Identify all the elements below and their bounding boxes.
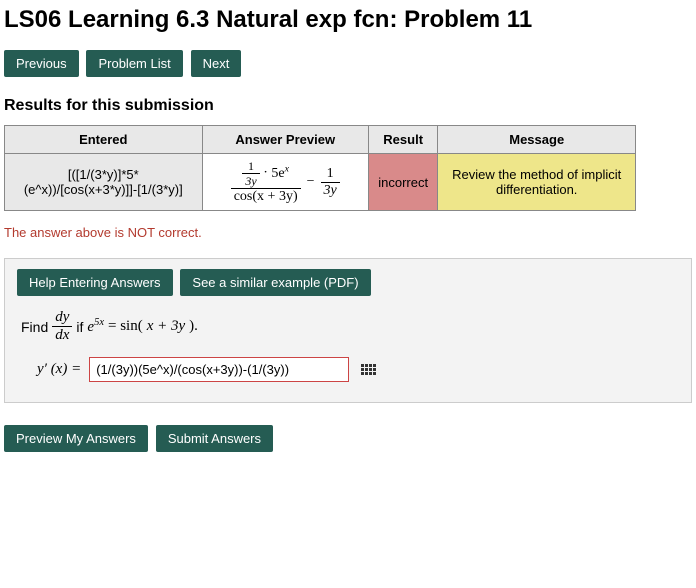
similar-example-button[interactable]: See a similar example (PDF) [180, 269, 370, 296]
table-row: [([1/(3*y)]*5* (e^x))/[cos(x+3*y)]]-[1/(… [5, 154, 636, 211]
preview-right-frac: 1 3y [321, 167, 340, 198]
if-word: if [76, 319, 83, 335]
not-correct-text: The answer above is NOT correct. [4, 225, 692, 240]
results-table: Entered Answer Preview Result Message [(… [4, 125, 636, 211]
preview-answers-button[interactable]: Preview My Answers [4, 425, 148, 452]
problem-list-button[interactable]: Problem List [86, 50, 182, 77]
help-entering-button[interactable]: Help Entering Answers [17, 269, 173, 296]
equation-editor-icon[interactable] [357, 360, 380, 379]
lhs: e5x [87, 317, 104, 336]
entered-line1: [([1/(3*y)]*5* [68, 167, 139, 182]
col-entered: Entered [5, 126, 203, 154]
yprime-label: y′ (x) = [37, 361, 81, 378]
next-button[interactable]: Next [191, 50, 242, 77]
entered-cell: [([1/(3*y)]*5* (e^x))/[cos(x+3*y)]]-[1/(… [5, 154, 203, 211]
col-preview: Answer Preview [202, 126, 368, 154]
rhs-close: ). [189, 318, 198, 335]
eq-sin: = sin( [108, 318, 143, 335]
preview-small-num: 1 [242, 160, 259, 173]
minus-sign: − [307, 174, 315, 190]
results-heading: Results for this submission [4, 97, 692, 115]
problem-box: Help Entering Answers See a similar exam… [4, 258, 692, 403]
preview-5e: 5ex [271, 166, 289, 181]
preview-cell: 1 3y · 5ex cos(x + 3y) − 1 3y [202, 154, 368, 211]
dy-dx-frac: dy dx [52, 310, 72, 343]
col-result: Result [368, 126, 438, 154]
entered-line2: (e^x))/[cos(x+3*y)]]-[1/(3*y)] [24, 182, 183, 197]
preview-small-den: 3y [242, 173, 259, 187]
answer-row: y′ (x) = [37, 357, 679, 382]
preview-r-num: 1 [321, 167, 340, 182]
problem-statement: Find dy dx if e5x = sin(x + 3y). [21, 310, 679, 343]
nav-buttons: Previous Problem List Next [4, 50, 692, 77]
bottom-buttons: Preview My Answers Submit Answers [4, 425, 692, 452]
message-cell: Review the method of implicit differenti… [438, 154, 636, 211]
rhs-inner: x + 3y [147, 318, 185, 335]
answer-input[interactable] [89, 357, 349, 382]
help-row: Help Entering Answers See a similar exam… [17, 269, 679, 296]
col-message: Message [438, 126, 636, 154]
table-header-row: Entered Answer Preview Result Message [5, 126, 636, 154]
preview-main-frac: 1 3y · 5ex cos(x + 3y) [231, 160, 301, 204]
preview-main-den: cos(x + 3y) [231, 188, 301, 204]
page-title: LS06 Learning 6.3 Natural exp fcn: Probl… [4, 6, 692, 34]
result-cell: incorrect [368, 154, 438, 211]
preview-r-den: 3y [321, 182, 340, 198]
previous-button[interactable]: Previous [4, 50, 79, 77]
find-word: Find [21, 319, 48, 335]
submit-answers-button[interactable]: Submit Answers [156, 425, 273, 452]
